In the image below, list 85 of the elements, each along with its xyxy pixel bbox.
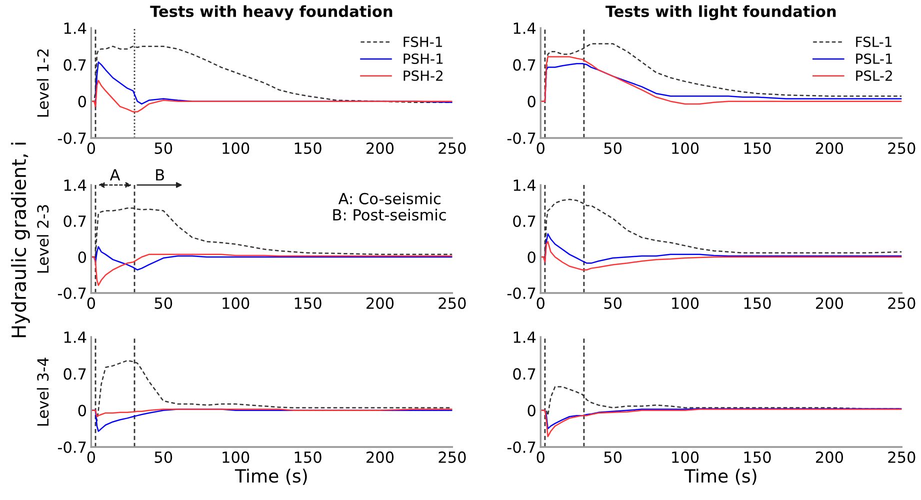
line-series xyxy=(540,240,902,270)
y-tick-label: -0.7 xyxy=(58,287,86,300)
x-tick-label: 0 xyxy=(536,297,544,309)
x-tick-label: 100 xyxy=(222,451,250,463)
x-tick-label: 150 xyxy=(744,297,771,309)
x-axis-title: Time (s) xyxy=(234,468,307,485)
line-series xyxy=(544,233,902,264)
x-tick-label: 0 xyxy=(87,142,96,154)
x-axis-title: Time (s) xyxy=(684,468,756,485)
y-tick-label: 0.7 xyxy=(64,59,86,71)
x-tick-label: 150 xyxy=(744,142,771,154)
annotation: A: Co-seismic xyxy=(338,192,440,204)
y-axis-title: Level 3-4 xyxy=(36,358,49,426)
legend-label: FSH-1 xyxy=(404,36,442,48)
x-tick-label: 150 xyxy=(294,142,322,154)
text: Hydraulic gradient, i xyxy=(11,142,30,338)
x-tick-label: 250 xyxy=(888,142,916,154)
x-tick-label: 50 xyxy=(154,451,172,463)
legend-label: PSH-2 xyxy=(404,70,442,81)
y-axis-title: Level 2-3 xyxy=(36,205,49,273)
y-tick-label: 0 xyxy=(78,404,86,416)
y-tick-label: 0 xyxy=(78,251,86,264)
y-tick-label: -0.7 xyxy=(58,132,86,144)
x-tick-label: 200 xyxy=(816,142,844,154)
y-tick-label: 1.4 xyxy=(514,22,536,34)
x-tick-label: 100 xyxy=(222,142,250,154)
legend-label: PSH-1 xyxy=(404,53,443,64)
y-tick-label: 0.7 xyxy=(513,59,536,71)
line-series xyxy=(91,408,452,418)
x-tick-label: 0 xyxy=(536,142,544,154)
line-series xyxy=(540,408,902,438)
line-series xyxy=(91,254,452,286)
y-tick-label: -0.7 xyxy=(507,441,536,454)
x-tick-label: 0 xyxy=(87,451,96,463)
y-tick-label: 0.7 xyxy=(64,215,86,228)
y-tick-label: -0.7 xyxy=(507,132,536,144)
legend-label: PSL-1 xyxy=(856,53,892,64)
legend-label: FSL-1 xyxy=(856,36,892,48)
y-tick-label: 0.7 xyxy=(513,368,536,380)
y-tick-label: 1.4 xyxy=(64,332,86,343)
y-tick-label: -0.7 xyxy=(507,287,536,300)
y-tick-label: 0 xyxy=(528,404,536,416)
y-tick-label: 0 xyxy=(78,96,86,108)
y-axis-title: Level 1-2 xyxy=(36,49,49,117)
x-tick-label: 0 xyxy=(87,297,96,309)
chart-title: Tests with light foundation xyxy=(606,5,836,20)
x-tick-label: 50 xyxy=(604,142,622,154)
x-tick-label: 50 xyxy=(604,297,622,309)
y-tick-label: -0.7 xyxy=(58,441,86,454)
x-tick-label: 200 xyxy=(816,297,844,309)
y-tick-label: 1.4 xyxy=(514,332,536,343)
x-tick-label: 250 xyxy=(888,297,916,309)
x-tick-label: 150 xyxy=(744,451,771,463)
x-tick-label: 150 xyxy=(294,451,322,463)
y-tick-label: 1.4 xyxy=(514,180,536,191)
y-tick-label: 0.7 xyxy=(513,215,536,228)
x-tick-label: 50 xyxy=(154,142,172,154)
x-tick-label: 200 xyxy=(816,451,844,463)
y-tick-label: 0 xyxy=(528,251,536,264)
text: B xyxy=(156,169,164,180)
x-tick-label: 150 xyxy=(294,297,322,309)
x-tick-label: 50 xyxy=(154,297,172,309)
y-tick-label: 1.4 xyxy=(64,22,86,34)
x-tick-label: 50 xyxy=(604,451,622,463)
x-tick-label: 200 xyxy=(366,142,394,154)
line-series xyxy=(91,80,452,112)
text: A xyxy=(110,169,120,180)
legend-label: PSL-2 xyxy=(856,70,892,81)
x-tick-label: 100 xyxy=(672,297,699,309)
y-tick-label: 0.7 xyxy=(64,368,86,380)
x-tick-label: 250 xyxy=(438,142,466,154)
annotation: B: Post-seismic xyxy=(333,208,446,221)
x-tick-label: 200 xyxy=(366,451,394,463)
x-tick-label: 250 xyxy=(438,451,466,463)
line-series xyxy=(544,62,902,102)
x-tick-label: 100 xyxy=(222,297,250,309)
x-tick-label: 250 xyxy=(888,451,916,463)
x-tick-label: 0 xyxy=(536,451,544,463)
y-tick-label: 1.4 xyxy=(64,180,86,191)
x-tick-label: 100 xyxy=(672,451,699,463)
x-tick-label: 250 xyxy=(438,297,466,309)
chart-title: Tests with heavy foundation xyxy=(150,5,392,20)
x-tick-label: 200 xyxy=(366,297,394,309)
y-tick-label: 0 xyxy=(528,96,536,108)
x-tick-label: 100 xyxy=(672,142,699,154)
